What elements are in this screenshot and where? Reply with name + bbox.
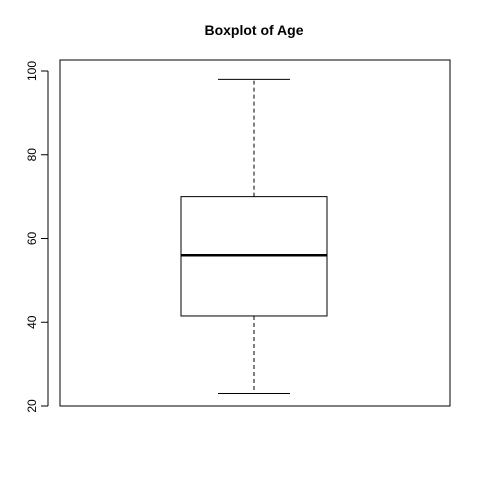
- y-axis: 20 40 60 80 100: [25, 61, 49, 413]
- y-tick-label: 80: [25, 148, 39, 162]
- plot-frame: [59, 59, 451, 407]
- y-tick-label: 100: [25, 61, 39, 81]
- y-tick-label: 20: [25, 399, 39, 413]
- y-tick-label: 60: [25, 232, 39, 246]
- chart-title: Boxplot of Age: [204, 22, 303, 38]
- box-group: [180, 78, 328, 394]
- y-tick-label: 40: [25, 315, 39, 329]
